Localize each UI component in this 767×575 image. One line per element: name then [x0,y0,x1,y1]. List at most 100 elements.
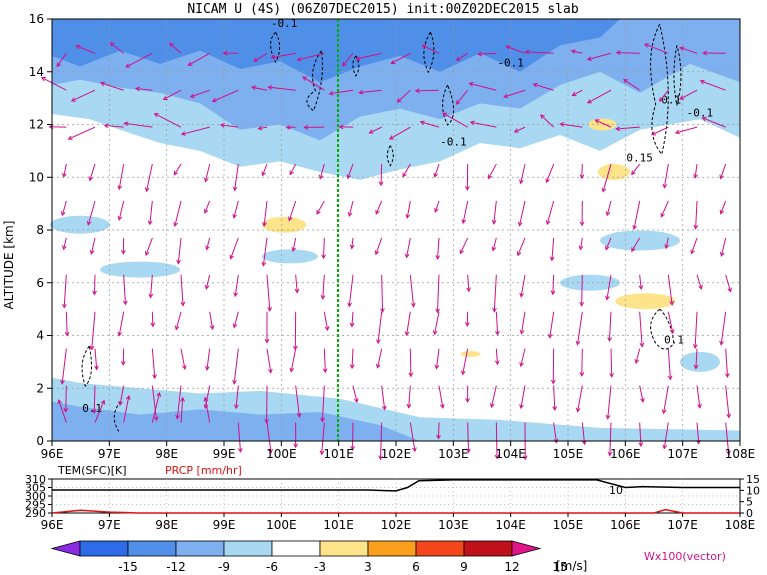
vector-head [436,434,441,440]
vector-shaft [94,400,105,423]
surface-annotation: 10 [609,484,623,497]
vector-head [547,333,553,339]
vector-head [434,207,439,213]
vector-shaft [205,163,211,182]
x-tick-label: 98E [155,447,178,461]
vector-head [699,79,705,85]
vector-head [406,403,412,409]
vector-shaft [56,53,67,67]
vector-shaft [61,200,67,216]
colorbar: -15 -12 -9 -6 -3 3 6 9 12 15 [50,540,568,574]
vector-shaft [175,311,182,330]
vector-shaft [253,52,268,62]
vector-shaft [375,200,383,215]
y-tick-label: 16 [29,12,44,26]
vector-shaft [323,311,329,331]
vector-shaft [667,311,674,334]
vector-shaft [639,274,642,290]
vector-head [693,173,698,179]
vector-shaft [234,163,239,191]
surface-x-tick-label: 99E [213,518,236,532]
vector-head [338,124,344,130]
vector-shaft [639,385,644,402]
vector-shaft [660,200,669,218]
vector-head [477,51,483,57]
vector-shaft [553,422,557,443]
vector-shaft [204,397,211,423]
colorbar-min-triangle [50,540,81,557]
vector-head [302,76,307,81]
vector-shaft [696,274,702,290]
vector-shaft [110,42,124,54]
vector-head [540,114,545,119]
vector-shaft [571,50,583,54]
vector-head [669,329,675,335]
vector-shaft [397,89,411,103]
vector-shaft [478,52,497,55]
vector-shaft [290,348,297,372]
x-tick-label: 102E [381,447,412,461]
x-tick-label: 101E [323,447,354,461]
vector-head [524,49,530,55]
vector-head [559,122,565,127]
vector-head [698,284,703,290]
vector-shaft [608,311,612,341]
vector-head [433,172,438,178]
vector-head [324,326,330,332]
vector-shaft [696,422,700,444]
vector-shaft [151,311,154,327]
vector-shaft [493,200,497,224]
vector-shaft [581,164,583,179]
vector-shaft [438,385,444,408]
vector-head [232,213,237,219]
vector-head [719,174,724,180]
vector-shaft [415,89,440,92]
vector-shaft [442,112,468,128]
vector-head [460,370,466,376]
vector-shaft [58,399,67,423]
surface-left-tick-label: 295 [25,499,46,512]
vector-shaft [149,200,153,225]
vector-head [60,379,65,385]
vector-shaft [76,45,96,54]
y-tick-label: 0 [36,434,44,448]
shade-low-mid [52,401,420,441]
vector-shaft [434,163,440,178]
vector-shaft [321,385,325,422]
vector-shaft [663,422,669,449]
vector-shaft [488,163,497,179]
vector-shaft [520,348,526,367]
vector-head [469,120,475,126]
vector-head [724,373,730,379]
vector-shaft [262,163,268,176]
vector-shaft [145,163,153,192]
tem-line [52,479,740,492]
vector-head [660,212,665,218]
vector-head [690,249,695,255]
vector-head [100,399,106,405]
vector-shaft [679,89,698,100]
colorbar-box [463,540,513,557]
vector-shaft [297,52,325,61]
surface-x-tick-label: 103E [438,518,469,532]
vector-head [402,172,407,178]
vector-head [669,300,675,306]
vector-shaft [456,89,469,105]
vector-head [396,98,402,103]
vector-head [237,448,243,453]
colorbar-box [367,540,417,557]
vector-head [232,379,237,385]
vector-head [64,331,70,337]
vector-shaft [61,348,67,384]
vector-shaft [145,237,153,256]
vector-shaft [289,163,297,175]
shade-patch [50,215,110,234]
vector-head [605,295,610,301]
surface-left-tick-label: 290 [25,507,46,520]
vector-head [455,56,461,61]
vector-head [545,220,551,226]
vector-head [270,54,276,60]
vector-shaft [124,122,153,128]
y-axis-ticks: 0 2 4 6 8 10 12 14 16 [29,12,52,448]
vector-shaft [234,274,239,297]
